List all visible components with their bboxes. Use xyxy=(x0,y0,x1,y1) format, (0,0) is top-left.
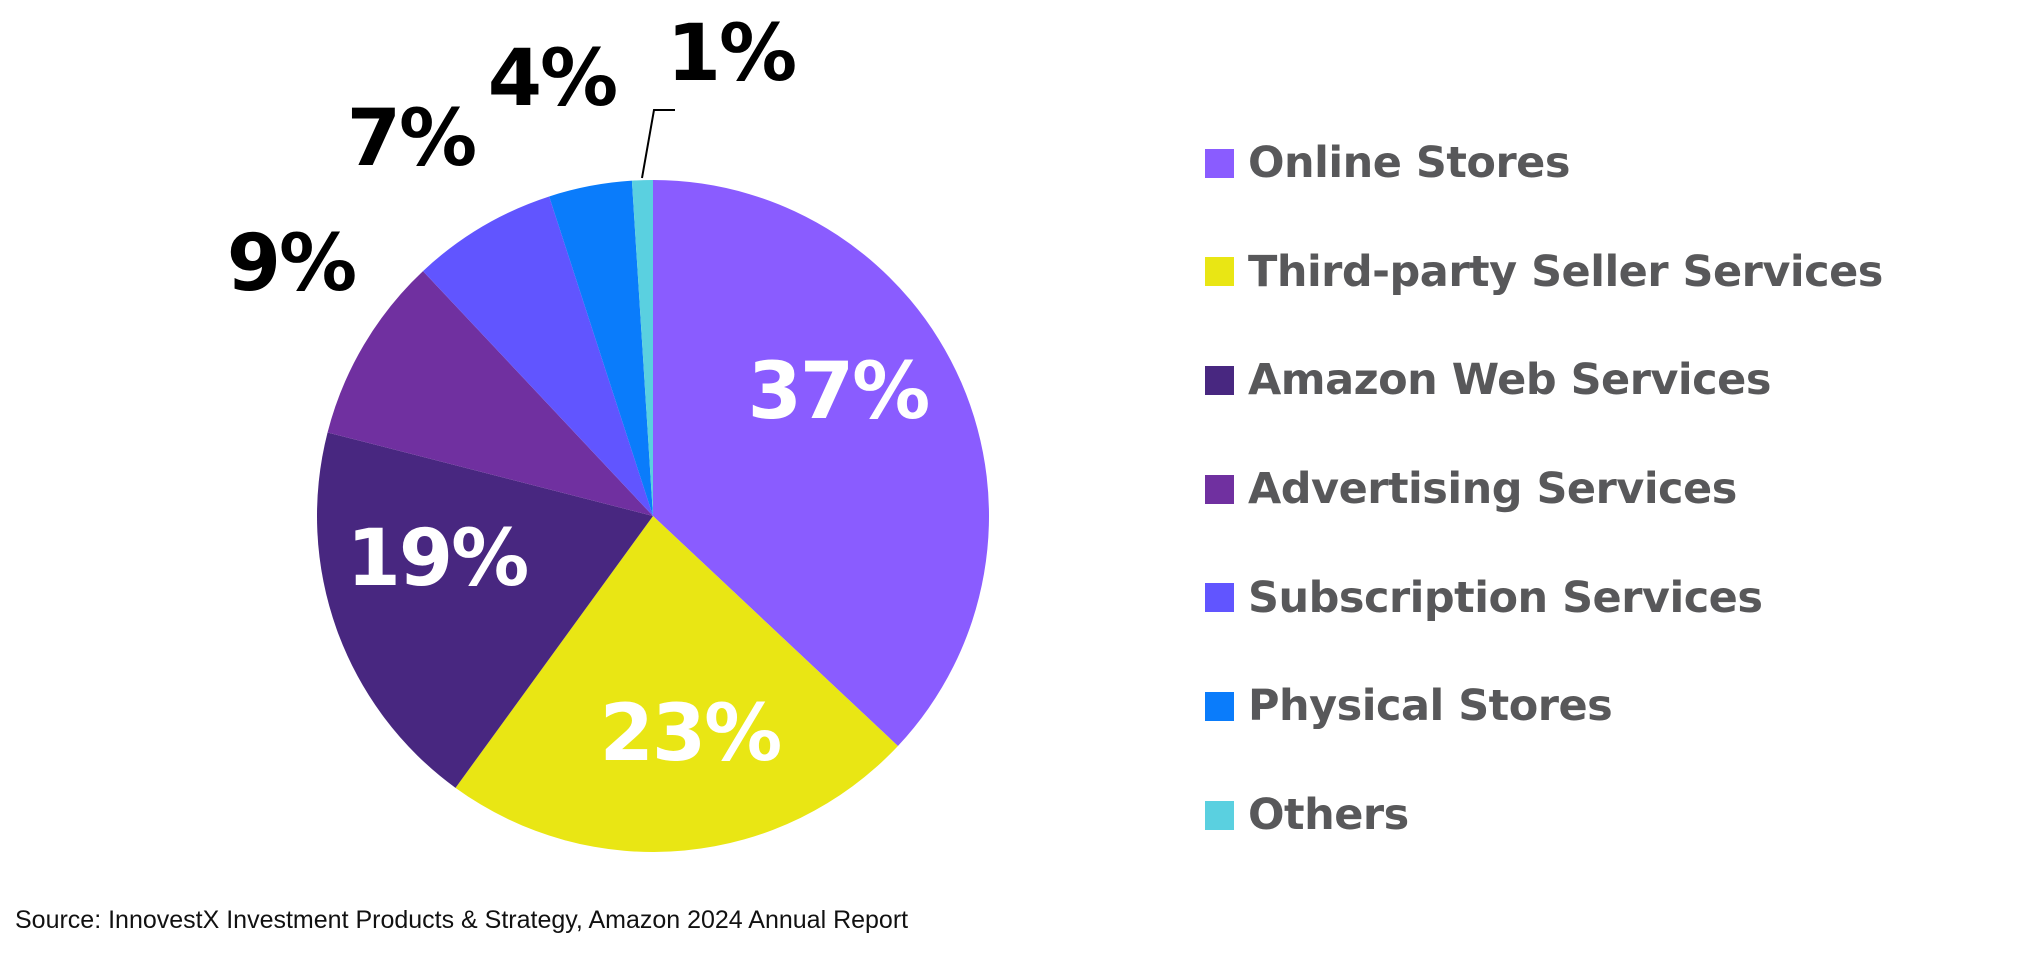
legend-label: Subscription Services xyxy=(1248,572,1763,623)
legend-item-advertising-services: Advertising Services xyxy=(1205,454,1883,524)
legend-item-third-party-seller-services: Third-party Seller Services xyxy=(1205,237,1883,307)
slice-label-third-party-seller-services: 23% xyxy=(600,689,781,779)
legend-swatch xyxy=(1205,691,1234,721)
slice-label-physical-stores: 4% xyxy=(488,34,616,124)
pie-slice-subscription-services xyxy=(422,196,653,516)
slice-label-subscription-services: 7% xyxy=(347,94,475,184)
slice-label-others: 1% xyxy=(667,9,795,99)
pie-slice-third-party-seller-services xyxy=(455,516,898,853)
legend: Online Stores Third-party Seller Service… xyxy=(1205,128,1883,889)
pie-slices xyxy=(317,180,989,853)
legend-label: Third-party Seller Services xyxy=(1248,246,1883,297)
legend-label: Advertising Services xyxy=(1248,464,1737,515)
source-note: Source: InnovestX Investment Products & … xyxy=(15,906,909,934)
legend-label: Online Stores xyxy=(1248,138,1570,188)
legend-swatch xyxy=(1205,365,1234,395)
slice-label-advertising-services: 9% xyxy=(227,219,355,309)
legend-swatch xyxy=(1205,148,1234,178)
legend-swatch xyxy=(1205,800,1234,830)
legend-swatch xyxy=(1205,474,1234,504)
legend-item-amazon-web-services: Amazon Web Services xyxy=(1205,345,1883,415)
legend-item-others: Others xyxy=(1205,780,1883,850)
slice-label-amazon-web-services: 19% xyxy=(347,514,528,604)
legend-label: Physical Stores xyxy=(1248,681,1613,732)
pie-slice-online-stores xyxy=(653,180,989,747)
legend-swatch xyxy=(1205,257,1234,287)
pie-slice-advertising-services xyxy=(327,271,653,516)
pie-slice-physical-stores xyxy=(549,180,653,516)
legend-item-physical-stores: Physical Stores xyxy=(1205,671,1883,741)
legend-item-online-stores: Online Stores xyxy=(1205,128,1883,198)
pie-slice-others xyxy=(631,180,653,516)
legend-label: Amazon Web Services xyxy=(1248,355,1771,406)
leader-line-others xyxy=(641,109,675,179)
legend-label: Others xyxy=(1248,790,1409,841)
slice-label-online-stores: 37% xyxy=(748,347,929,437)
pie-labels: 37% 23% 19% 9% 7%4% 1% xyxy=(227,9,931,779)
legend-item-subscription-services: Subscription Services xyxy=(1205,563,1883,633)
pie-slice-amazon-web-services xyxy=(317,432,653,788)
legend-swatch xyxy=(1205,583,1234,613)
